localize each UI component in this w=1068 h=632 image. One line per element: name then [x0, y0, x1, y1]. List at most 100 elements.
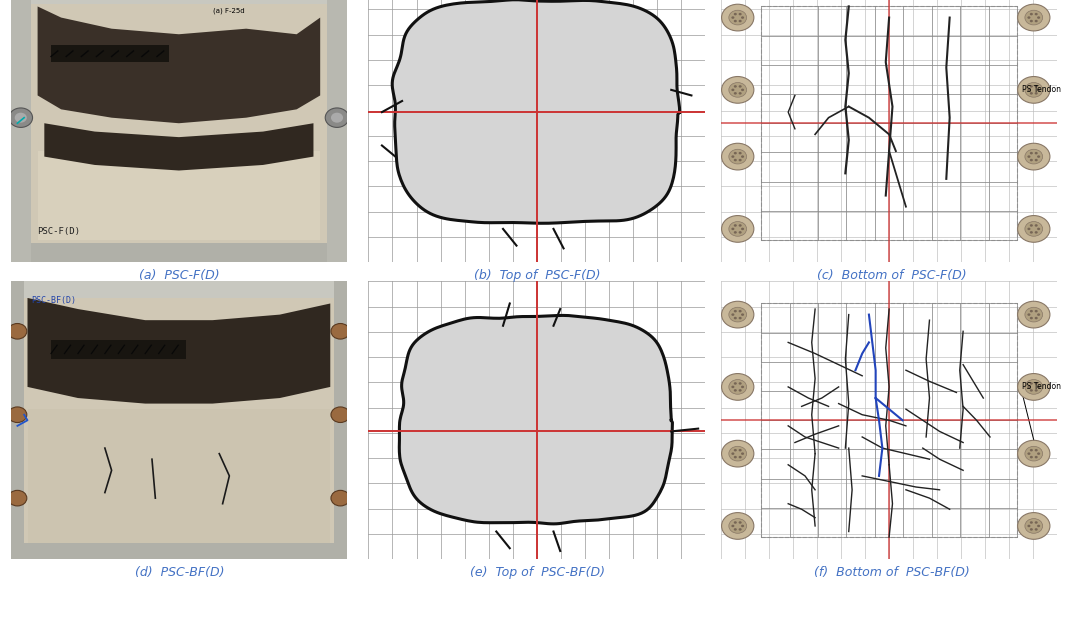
- Circle shape: [741, 155, 744, 158]
- Circle shape: [15, 112, 27, 123]
- Circle shape: [1030, 13, 1033, 15]
- Circle shape: [1025, 380, 1042, 394]
- Circle shape: [739, 152, 741, 154]
- Circle shape: [739, 159, 741, 161]
- Circle shape: [728, 10, 747, 25]
- Circle shape: [1025, 222, 1042, 236]
- Circle shape: [722, 513, 754, 539]
- Text: PS Tendon: PS Tendon: [1022, 85, 1061, 94]
- Circle shape: [734, 13, 737, 15]
- Circle shape: [734, 389, 737, 392]
- Circle shape: [1037, 16, 1040, 19]
- Circle shape: [331, 407, 350, 423]
- Circle shape: [1030, 449, 1033, 451]
- Circle shape: [734, 317, 737, 319]
- Bar: [761, 6, 1017, 240]
- Circle shape: [739, 521, 741, 524]
- Text: (e)  Top of  PSC-BF(D): (e) Top of PSC-BF(D): [470, 566, 604, 579]
- Bar: [51, 46, 169, 62]
- Circle shape: [732, 228, 735, 230]
- Circle shape: [1035, 456, 1038, 458]
- Circle shape: [1025, 519, 1042, 533]
- Circle shape: [1030, 224, 1033, 227]
- Polygon shape: [37, 6, 320, 123]
- Circle shape: [1030, 528, 1033, 531]
- Circle shape: [1035, 85, 1038, 88]
- Circle shape: [732, 386, 735, 388]
- Bar: [327, 0, 347, 262]
- Circle shape: [728, 83, 747, 97]
- Polygon shape: [45, 123, 314, 171]
- Text: (a)  PSC-F(D): (a) PSC-F(D): [139, 269, 220, 282]
- Text: PS Tendon: PS Tendon: [1022, 382, 1061, 391]
- Polygon shape: [28, 298, 330, 404]
- Circle shape: [728, 307, 747, 322]
- Bar: [11, 281, 25, 559]
- Circle shape: [1037, 313, 1040, 316]
- Circle shape: [728, 446, 747, 461]
- Circle shape: [741, 16, 744, 19]
- Circle shape: [732, 88, 735, 91]
- Circle shape: [739, 85, 741, 88]
- Circle shape: [739, 382, 741, 385]
- Circle shape: [739, 231, 741, 234]
- Bar: [333, 281, 347, 559]
- Circle shape: [1018, 301, 1050, 328]
- Circle shape: [1030, 389, 1033, 392]
- Circle shape: [722, 4, 754, 31]
- Circle shape: [728, 149, 747, 164]
- Circle shape: [1018, 374, 1050, 400]
- Circle shape: [1035, 317, 1038, 319]
- Text: (f)  Bottom of  PSC-BF(D): (f) Bottom of PSC-BF(D): [814, 566, 970, 579]
- Circle shape: [7, 324, 27, 339]
- Text: (d)  PSC-BF(D): (d) PSC-BF(D): [135, 566, 224, 579]
- Circle shape: [741, 453, 744, 455]
- Circle shape: [741, 228, 744, 230]
- Circle shape: [739, 310, 741, 312]
- Circle shape: [1025, 307, 1042, 322]
- Circle shape: [1025, 446, 1042, 461]
- Circle shape: [734, 310, 737, 312]
- Circle shape: [1030, 231, 1033, 234]
- Circle shape: [739, 317, 741, 319]
- Circle shape: [732, 525, 735, 527]
- Circle shape: [722, 143, 754, 170]
- Circle shape: [1037, 525, 1040, 527]
- Text: PSC-F(D): PSC-F(D): [37, 228, 80, 236]
- Circle shape: [331, 112, 343, 123]
- Circle shape: [722, 216, 754, 242]
- Bar: [761, 303, 1017, 537]
- Circle shape: [7, 490, 27, 506]
- Circle shape: [1030, 521, 1033, 524]
- Circle shape: [1035, 159, 1038, 161]
- Circle shape: [1035, 521, 1038, 524]
- Circle shape: [1030, 20, 1033, 22]
- Bar: [11, 543, 347, 559]
- Circle shape: [734, 224, 737, 227]
- Circle shape: [732, 16, 735, 19]
- Circle shape: [1030, 152, 1033, 154]
- Circle shape: [734, 159, 737, 161]
- Circle shape: [722, 301, 754, 328]
- Bar: [37, 151, 320, 240]
- Circle shape: [1035, 449, 1038, 451]
- Circle shape: [739, 20, 741, 22]
- Circle shape: [1037, 155, 1040, 158]
- Circle shape: [1025, 149, 1042, 164]
- Circle shape: [7, 407, 27, 423]
- Circle shape: [1027, 155, 1031, 158]
- Circle shape: [732, 313, 735, 316]
- Circle shape: [734, 449, 737, 451]
- Bar: [28, 409, 330, 543]
- Circle shape: [732, 155, 735, 158]
- Circle shape: [326, 108, 349, 128]
- Circle shape: [739, 13, 741, 15]
- Circle shape: [734, 92, 737, 95]
- Circle shape: [1030, 310, 1033, 312]
- Circle shape: [722, 76, 754, 103]
- Circle shape: [741, 313, 744, 316]
- Circle shape: [734, 231, 737, 234]
- Circle shape: [1037, 453, 1040, 455]
- Circle shape: [1018, 441, 1050, 467]
- Bar: [51, 339, 186, 359]
